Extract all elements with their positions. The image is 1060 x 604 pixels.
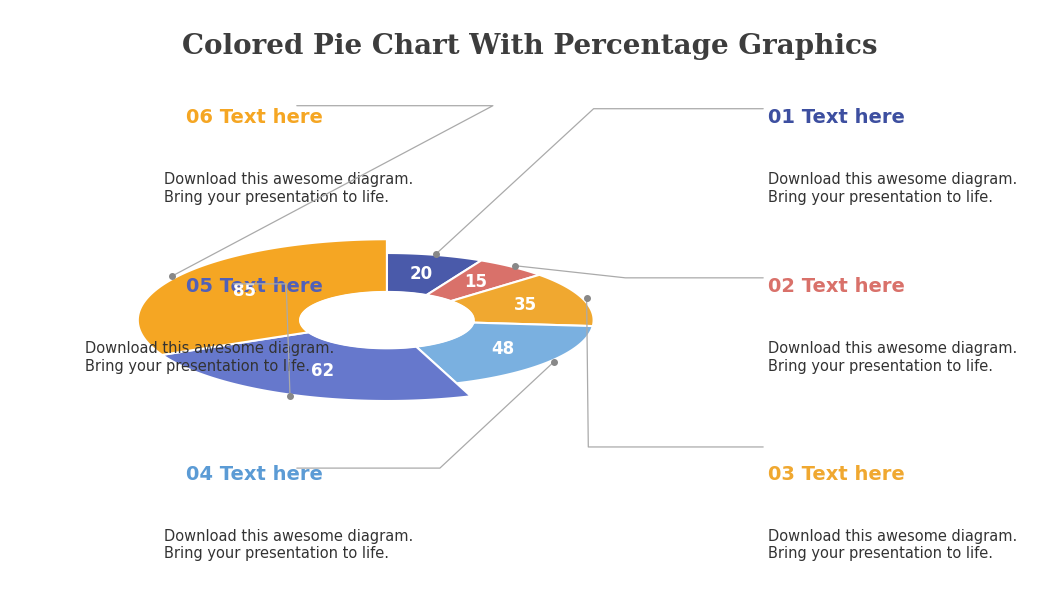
Text: 02 Text here: 02 Text here (768, 277, 905, 297)
Ellipse shape (300, 292, 474, 349)
Text: Download this awesome diagram.
Bring your presentation to life.: Download this awesome diagram. Bring you… (164, 172, 413, 205)
Text: 06 Text here: 06 Text here (186, 108, 322, 127)
Text: Download this awesome diagram.
Bring your presentation to life.: Download this awesome diagram. Bring you… (768, 341, 1018, 374)
Polygon shape (162, 332, 471, 401)
Text: 62: 62 (312, 362, 334, 379)
Text: 15: 15 (464, 273, 488, 291)
Text: Download this awesome diagram.
Bring your presentation to life.: Download this awesome diagram. Bring you… (164, 528, 413, 561)
Text: 01 Text here: 01 Text here (768, 108, 905, 127)
Text: 03 Text here: 03 Text here (768, 464, 905, 484)
Text: Download this awesome diagram.
Bring your presentation to life.: Download this awesome diagram. Bring you… (768, 528, 1018, 561)
Text: Download this awesome diagram.
Bring your presentation to life.: Download this awesome diagram. Bring you… (85, 341, 334, 374)
Text: 35: 35 (514, 296, 537, 314)
Text: 04 Text here: 04 Text here (186, 464, 322, 484)
Text: Download this awesome diagram.
Bring your presentation to life.: Download this awesome diagram. Bring you… (768, 172, 1018, 205)
Text: Colored Pie Chart With Percentage Graphics: Colored Pie Chart With Percentage Graphi… (182, 33, 878, 60)
Polygon shape (450, 275, 594, 326)
Polygon shape (426, 260, 540, 301)
Text: 85: 85 (233, 282, 257, 300)
Text: 48: 48 (492, 340, 514, 358)
Polygon shape (417, 323, 593, 384)
Text: 20: 20 (410, 265, 432, 283)
Text: 05 Text here: 05 Text here (186, 277, 322, 297)
Polygon shape (138, 239, 387, 355)
Polygon shape (387, 253, 481, 295)
